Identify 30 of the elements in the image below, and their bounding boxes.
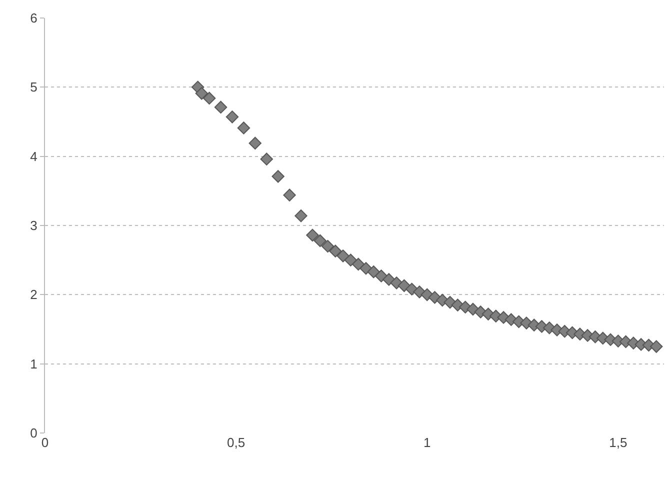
y-tick-label: 1 — [30, 356, 38, 372]
point — [248, 136, 262, 150]
point — [237, 122, 250, 134]
x-tick-label: 1 — [423, 435, 431, 450]
point — [214, 100, 228, 114]
x-tick-label: 0 — [41, 435, 49, 450]
point — [367, 265, 380, 278]
point — [398, 279, 411, 292]
point — [202, 92, 216, 105]
point — [314, 234, 326, 248]
x-tick-label: 0,5 — [227, 435, 246, 450]
y-tick-label: 6 — [30, 10, 38, 26]
y-tick-label: 3 — [30, 218, 38, 234]
y-tick-label: 5 — [30, 80, 38, 95]
point — [195, 87, 208, 100]
y-tick-label: 2 — [30, 287, 38, 302]
point — [226, 110, 239, 124]
point — [329, 244, 342, 258]
point — [336, 250, 350, 262]
point — [294, 209, 308, 222]
point — [344, 254, 358, 266]
x-tick-label: 1,5 — [609, 435, 628, 450]
point — [283, 188, 296, 202]
y-tick-label: 4 — [30, 148, 38, 164]
point — [306, 228, 319, 242]
point — [260, 152, 273, 166]
point — [650, 340, 663, 353]
point — [272, 170, 284, 183]
point — [352, 258, 365, 271]
point — [321, 240, 334, 253]
